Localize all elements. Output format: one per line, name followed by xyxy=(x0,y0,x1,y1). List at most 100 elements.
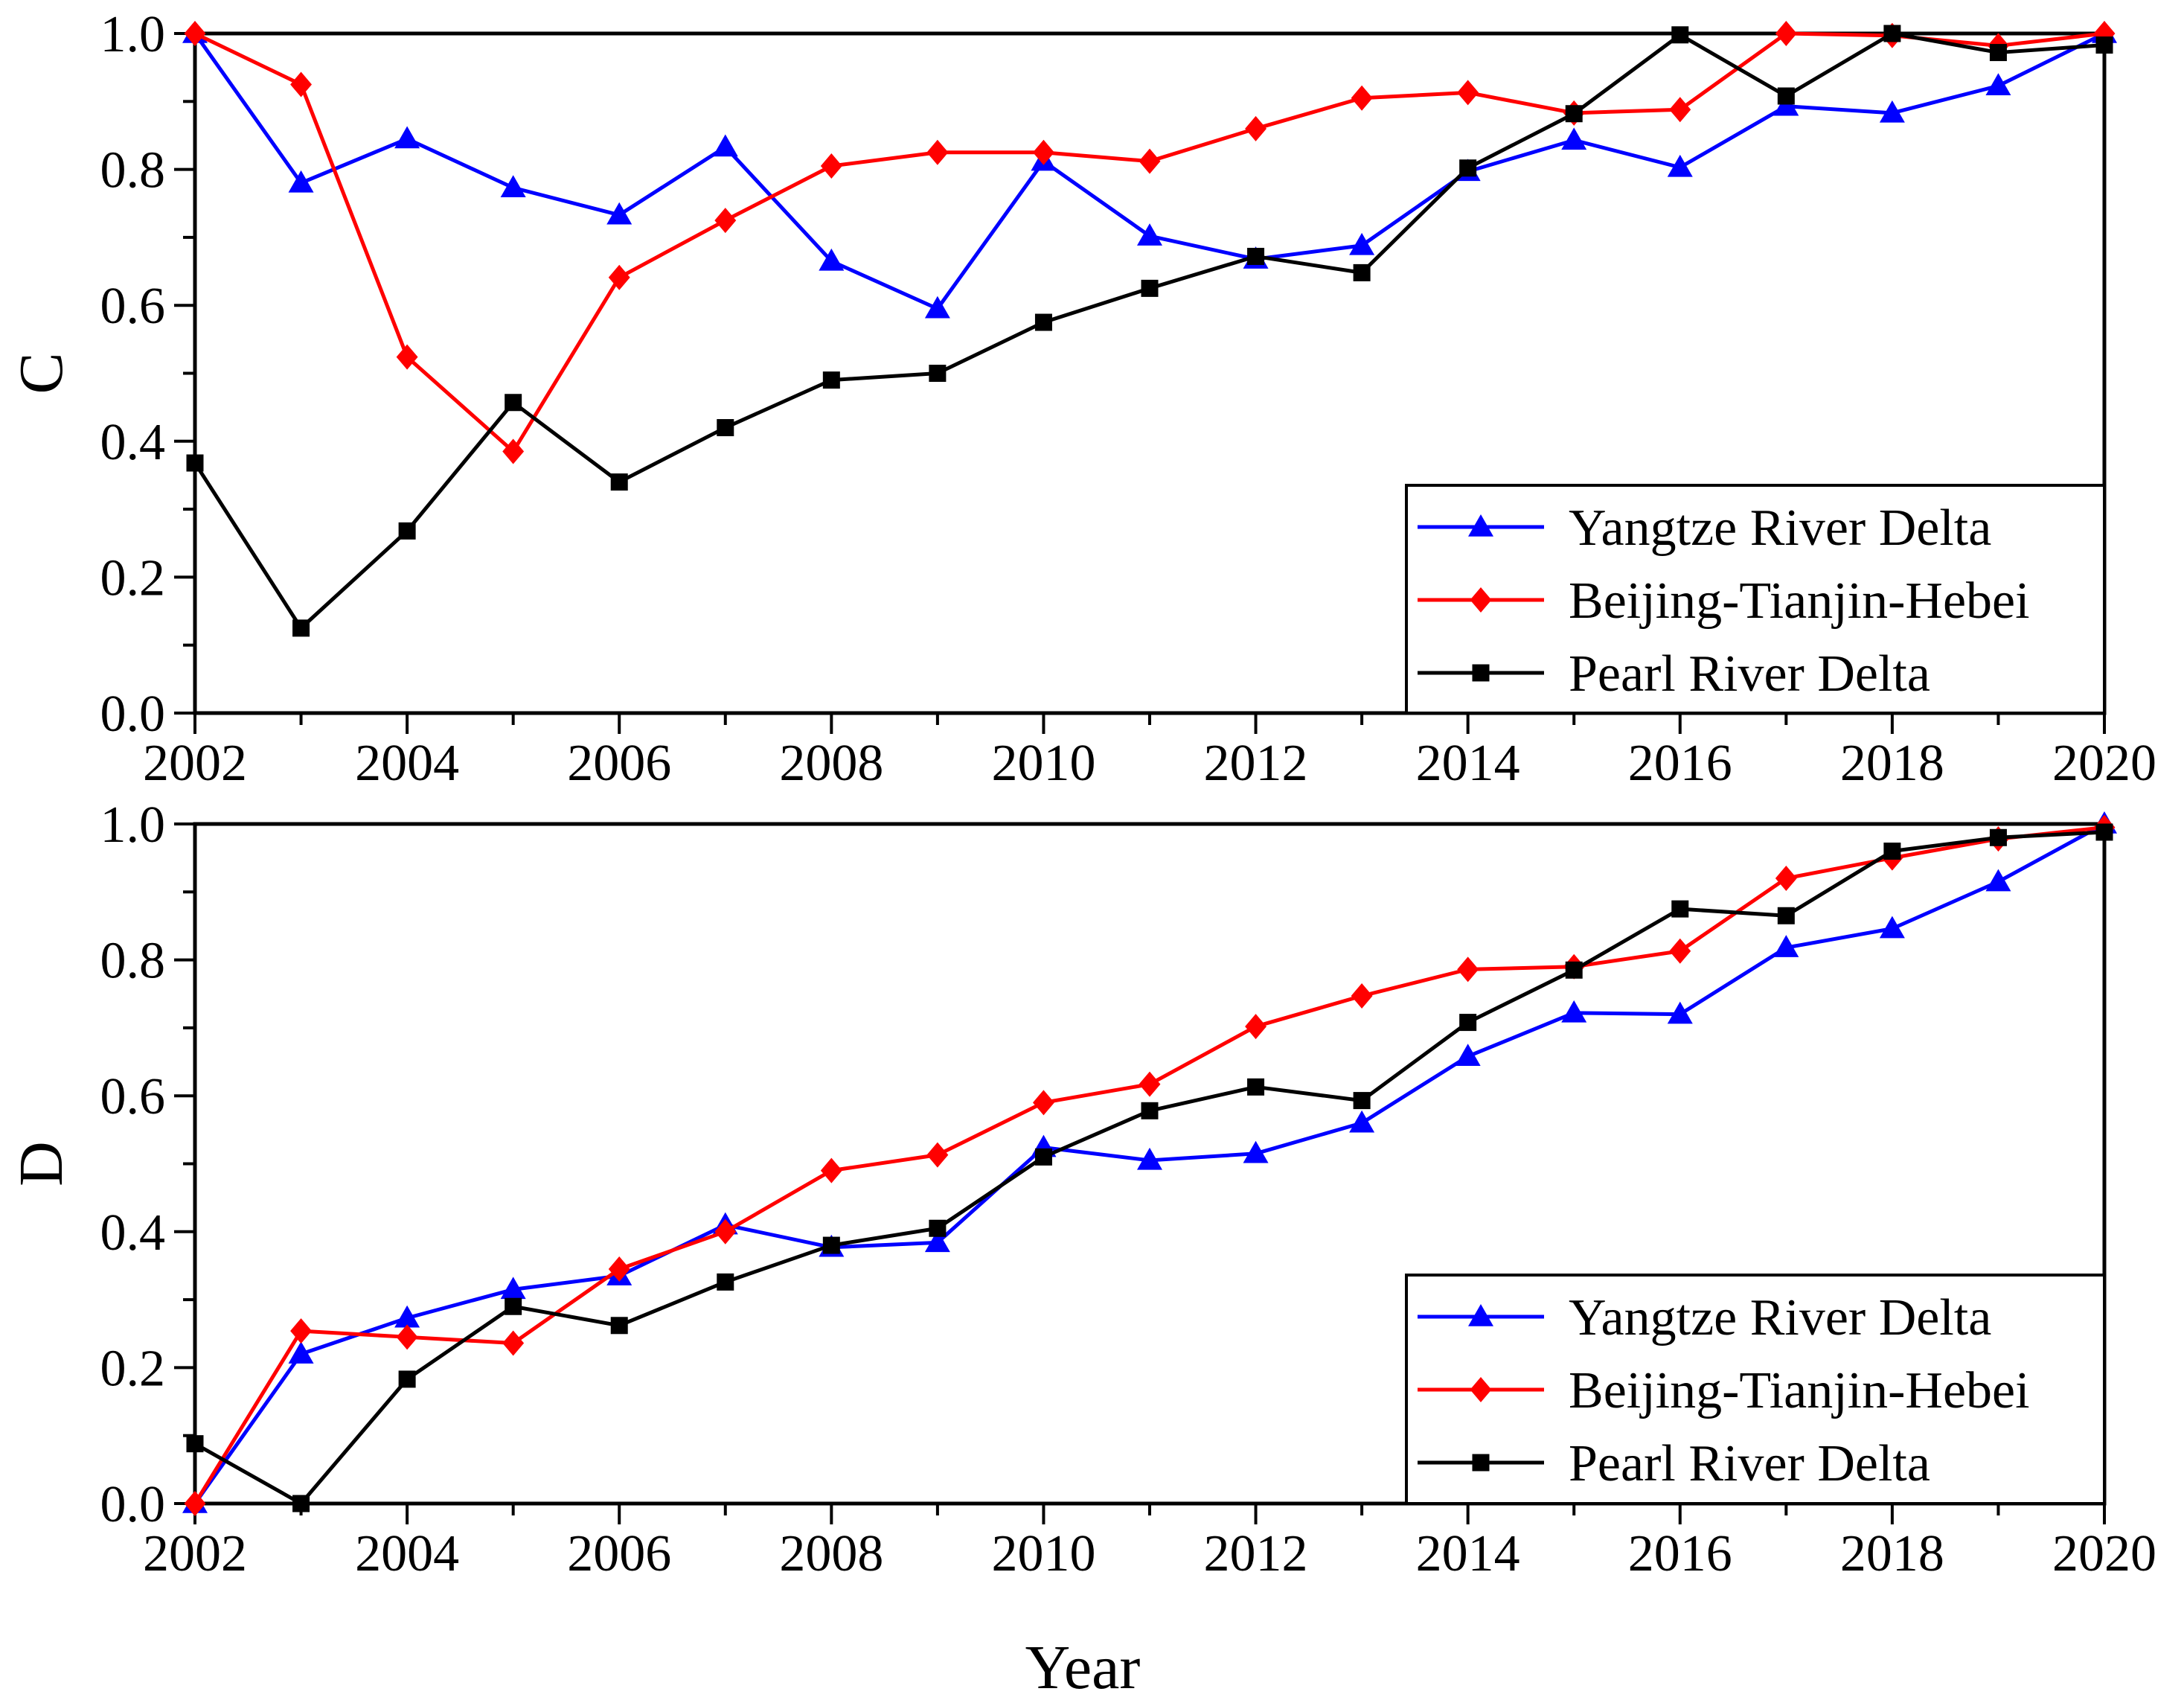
data-point xyxy=(1351,983,1373,1009)
data-point xyxy=(1457,80,1479,106)
series-pearl-river-delta xyxy=(186,823,2113,1512)
data-point xyxy=(2095,823,2113,841)
x-tick-label: 2002 xyxy=(143,1525,247,1582)
x-tick-label: 2004 xyxy=(355,1525,459,1582)
data-point xyxy=(1985,869,2011,892)
data-point xyxy=(1137,223,1162,246)
legend-label: Pearl River Delta xyxy=(1569,1435,1930,1492)
x-tick-label: 2006 xyxy=(567,735,671,792)
data-point xyxy=(712,134,738,157)
data-point xyxy=(1669,938,1691,964)
data-point xyxy=(1459,159,1477,177)
legend-marker xyxy=(1470,1377,1492,1402)
x-tick-label: 2020 xyxy=(2052,1525,2156,1582)
data-point xyxy=(186,1435,204,1453)
legend-label: Beijing-Tianjin-Hebei xyxy=(1569,1362,2030,1419)
data-point xyxy=(1989,828,2007,846)
x-tick-label: 2002 xyxy=(143,735,247,792)
legend-entry: Beijing-Tianjin-Hebei xyxy=(1418,572,2030,630)
data-point xyxy=(924,1230,950,1253)
data-point xyxy=(606,202,633,225)
data-point xyxy=(1565,105,1583,123)
data-point xyxy=(717,1273,734,1291)
y-tick-label: 0.0 xyxy=(100,1476,166,1533)
data-point xyxy=(1777,907,1795,924)
data-point xyxy=(1669,97,1691,123)
data-point xyxy=(1671,900,1689,918)
x-tick-label: 2010 xyxy=(991,735,1095,792)
x-tick-label: 2018 xyxy=(1840,1525,1944,1582)
data-point xyxy=(1989,44,2007,62)
data-point xyxy=(1879,916,1905,939)
data-point xyxy=(394,126,420,149)
legend-entry: Yangtze River Delta xyxy=(1418,1289,1991,1346)
data-point xyxy=(1777,87,1795,105)
data-point xyxy=(1985,73,2011,96)
x-tick-label: 2014 xyxy=(1416,1525,1520,1582)
legend-label: Yangtze River Delta xyxy=(1569,1289,1991,1346)
data-point xyxy=(1034,313,1052,331)
legend-marker xyxy=(1470,587,1492,613)
y-axis-title: D xyxy=(7,1141,76,1186)
data-point xyxy=(398,1370,416,1388)
data-point xyxy=(820,1157,842,1183)
data-point xyxy=(1137,1147,1162,1170)
data-point xyxy=(1561,1000,1587,1023)
data-point xyxy=(1773,93,1799,116)
x-tick-label: 2008 xyxy=(779,1525,883,1582)
y-tick-label: 0.2 xyxy=(100,549,166,607)
data-point xyxy=(1247,1078,1265,1096)
data-point xyxy=(1773,935,1799,957)
data-point xyxy=(502,1330,525,1356)
data-point xyxy=(1457,956,1479,983)
y-tick-label: 1.0 xyxy=(100,6,166,63)
y-tick-label: 0.6 xyxy=(100,278,166,335)
data-point xyxy=(290,1318,313,1344)
data-point xyxy=(822,371,840,389)
y-axis-title: C xyxy=(7,352,76,394)
data-point xyxy=(1565,961,1583,979)
data-point xyxy=(1139,148,1161,174)
y-tick-label: 0.2 xyxy=(100,1340,166,1397)
data-point xyxy=(1459,1014,1477,1032)
data-point xyxy=(820,153,842,179)
data-point xyxy=(186,454,204,472)
data-point xyxy=(1141,1102,1159,1119)
data-point xyxy=(924,295,950,319)
data-point xyxy=(1141,279,1159,297)
data-point xyxy=(500,175,526,198)
data-point xyxy=(1883,843,1901,860)
legend: Yangtze River Delta Beijing-Tianjin-Hebei… xyxy=(1405,1274,2106,1505)
data-point xyxy=(929,1219,947,1237)
chart-panel-top: 2002 2004 2006 2008 2010 2012 2014 2016 2018 2020… xyxy=(7,6,2156,792)
data-point xyxy=(926,1142,949,1168)
data-point xyxy=(1247,247,1265,265)
x-tick-label: 2018 xyxy=(1840,735,1944,792)
data-point xyxy=(1775,866,1797,892)
y-tick-label: 1.0 xyxy=(100,796,166,854)
x-tick-label: 2016 xyxy=(1628,735,1732,792)
data-point xyxy=(502,438,525,464)
x-tick-label: 2012 xyxy=(1204,1525,1308,1582)
legend-entry: Beijing-Tianjin-Hebei xyxy=(1418,1362,2030,1419)
data-point xyxy=(1883,25,1901,42)
y-tick-label: 0.4 xyxy=(100,414,166,471)
data-point xyxy=(292,619,310,637)
legend: Yangtze River Delta Beijing-Tianjin-Hebei… xyxy=(1405,484,2106,715)
data-point xyxy=(714,1218,737,1245)
data-point xyxy=(608,1256,630,1282)
series-pearl-river-delta xyxy=(186,25,2113,637)
data-point xyxy=(1349,1110,1375,1133)
data-point xyxy=(394,1305,420,1328)
x-tick-label: 2016 xyxy=(1628,1525,1732,1582)
data-point xyxy=(1879,100,1905,123)
x-tick-label: 2008 xyxy=(779,735,883,792)
legend-entry: Pearl River Delta xyxy=(1418,1435,1930,1492)
data-point xyxy=(1667,154,1693,177)
data-point xyxy=(290,71,313,98)
data-point xyxy=(1245,1014,1267,1040)
data-point xyxy=(184,1491,206,1516)
data-point xyxy=(2095,36,2113,54)
data-point xyxy=(396,344,418,370)
